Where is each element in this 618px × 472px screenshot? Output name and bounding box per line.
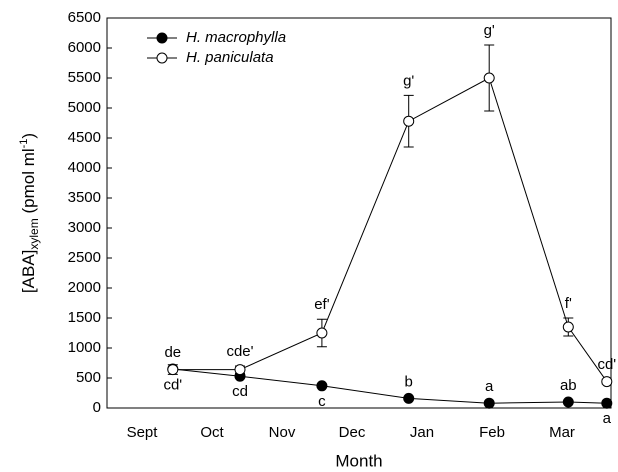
data-label: b	[405, 373, 413, 390]
data-label: ef'	[314, 296, 330, 313]
data-point	[483, 72, 495, 84]
y-label-main: [ABA]	[19, 250, 38, 293]
y-tick-label: 5000	[68, 99, 101, 116]
data-label: de	[164, 344, 181, 361]
legend-label: H. paniculata	[186, 49, 274, 66]
y-tick-label: 4000	[68, 159, 101, 176]
data-label: cd'	[163, 377, 182, 394]
y-tick-label: 6500	[68, 9, 101, 26]
y-label-unit: (pmol ml	[19, 148, 38, 218]
plot-frame	[106, 17, 612, 409]
series-line	[172, 77, 608, 382]
data-point	[483, 397, 495, 409]
y-tick-label: 2500	[68, 249, 101, 266]
data-label: f'	[565, 295, 572, 312]
x-tick-label: Sept	[127, 424, 159, 441]
data-label: a	[603, 410, 612, 427]
data-label: c	[318, 393, 326, 410]
y-tick-label: 0	[93, 399, 101, 416]
data-label: a	[485, 378, 494, 395]
y-tick-label: 5500	[68, 69, 101, 86]
y-tick-label: 500	[76, 369, 101, 386]
y-label-sup: -1	[18, 139, 30, 149]
data-point	[316, 380, 328, 392]
data-label: g'	[484, 22, 495, 39]
x-tick-label: Dec	[339, 424, 366, 441]
y-tick-label: 2000	[68, 279, 101, 296]
x-tick-label: Feb	[479, 424, 505, 441]
x-tick-label: Oct	[200, 424, 224, 441]
x-tick-label: Nov	[269, 424, 296, 441]
y-axis-label: [ABA]xylem (pmol ml-1)	[18, 133, 41, 293]
data-point	[403, 392, 415, 404]
y-tick-label: 1000	[68, 339, 101, 356]
x-axis-label: Month	[335, 451, 382, 470]
y-tick-label: 6000	[68, 39, 101, 56]
y-tick-label: 3000	[68, 219, 101, 236]
x-tick-label: Jan	[410, 424, 434, 441]
data-label: ab	[560, 377, 577, 394]
y-tick-label: 3500	[68, 189, 101, 206]
data-point	[601, 376, 613, 388]
data-point	[403, 115, 415, 127]
legend-label: H. macrophylla	[186, 29, 286, 46]
data-point	[562, 396, 574, 408]
legend-marker	[156, 52, 168, 64]
data-label: cd	[232, 383, 248, 400]
data-label: cde'	[226, 343, 253, 360]
x-tick-label: Mar	[549, 424, 575, 441]
legend-marker	[156, 32, 168, 44]
data-point	[316, 327, 328, 339]
data-label: g'	[403, 72, 414, 89]
y-tick-label: 4500	[68, 129, 101, 146]
y-label-close: )	[19, 133, 38, 139]
data-label: cd'	[597, 356, 616, 373]
y-label-sub: xylem	[27, 218, 41, 249]
data-point	[601, 397, 613, 409]
y-tick-label: 1500	[68, 309, 101, 326]
data-point	[167, 364, 179, 376]
data-point	[562, 321, 574, 333]
data-point	[234, 364, 246, 376]
